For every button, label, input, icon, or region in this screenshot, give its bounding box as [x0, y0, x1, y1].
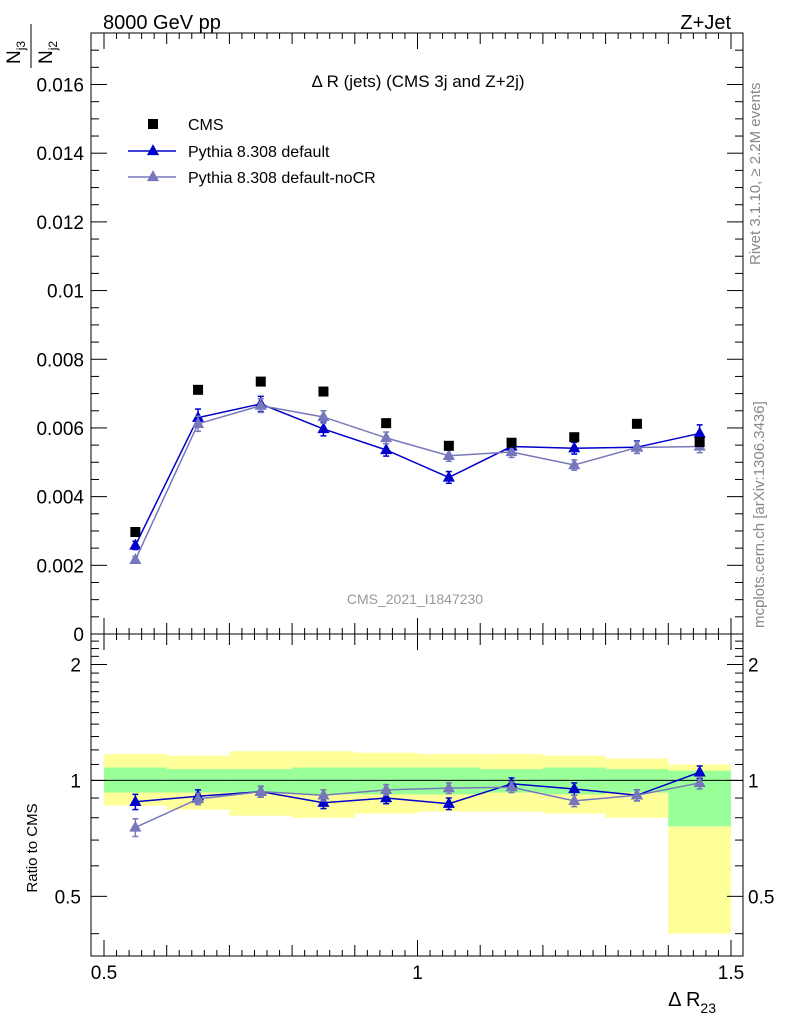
point-cms [443, 440, 454, 451]
svg-text:Nj2: Nj2 [36, 41, 60, 64]
ylabel-numerator-sub: j3 [14, 41, 28, 52]
point-pythia-8-308-default [442, 470, 455, 482]
data-marks [129, 376, 706, 838]
line-pythia-8-308-default [134, 403, 700, 546]
watermark: CMS_2021_I1847230 [347, 591, 483, 607]
ratio-point-pythia-8-308-default [442, 796, 455, 808]
legend-label-pythia-8-308-default: Pythia 8.308 default [188, 144, 330, 161]
y-tick-label: 0.002 [36, 556, 84, 577]
ratio-point-pythia-8-308-default-nocr [630, 788, 643, 800]
ratio-point-pythia-8-308-default [129, 794, 142, 806]
line-pythia-8-308-default-nocr [134, 404, 700, 561]
chart-title: Δ R (jets) (CMS 3j and Z+2j) [311, 72, 524, 91]
y-tick-label: 0.016 [36, 76, 84, 97]
ratio-y-axis-label: Ratio to CMS [24, 803, 41, 892]
point-cms [193, 384, 204, 395]
rivet-label: Rivet 3.1.10, ≥ 2.2M events [747, 83, 764, 266]
point-cms [631, 418, 642, 429]
tick-labels: 0.5 1 1.5 0 0.002 0.004 0.006 0.008 0.01 0.012 0.0… [36, 76, 774, 984]
mcplots-label: mcplots.cern.ch [arXiv:1306.3436] [751, 401, 768, 628]
ratio-point-pythia-8-308-default-nocr [192, 792, 205, 804]
ratio-point-pythia-8-308-default-nocr [568, 794, 581, 806]
ratio-point-pythia-8-308-default-nocr [442, 781, 455, 793]
ratio-point-pythia-8-308-default [568, 782, 581, 794]
x-tick-label: 1 [412, 963, 423, 984]
y-tick-label: 0.004 [36, 488, 84, 509]
ratio-bands [91, 751, 743, 934]
point-cms [506, 437, 517, 448]
ratio-tick-label-right: 0.5 [748, 887, 774, 908]
y-tick-label: 0.01 [47, 282, 84, 303]
y-axis-label: Nj3 Nj2 [4, 24, 60, 68]
point-cms [381, 418, 392, 429]
ylabel-denominator-sub: j2 [46, 41, 60, 52]
ratio-tick-label-right: 2 [748, 655, 759, 676]
ratio-point-pythia-8-308-default-nocr [505, 780, 518, 792]
point-cms [569, 432, 580, 443]
point-pythia-8-308-default-nocr [317, 410, 330, 422]
point-pythia-8-308-default [693, 426, 706, 438]
ratio-point-pythia-8-308-default-nocr [693, 776, 706, 788]
axis-ticks [91, 32, 743, 956]
point-pythia-8-308-default-nocr [442, 448, 455, 460]
point-cms [318, 386, 329, 397]
header-left: 8000 GeV pp [103, 12, 221, 34]
legend-marker-pythia-8-308-default [146, 144, 160, 156]
ylabel-denominator: N [36, 50, 57, 64]
y-tick-label: 0.006 [36, 419, 84, 440]
legend-label-cms: CMS [188, 117, 224, 134]
point-pythia-8-308-default-nocr [192, 417, 205, 429]
point-pythia-8-308-default-nocr [380, 431, 393, 443]
legend-marker-pythia-8-308-default-nocr [146, 170, 160, 182]
ratio-line-pythia-8-308-default-nocr [135, 782, 700, 829]
point-pythia-8-308-default-nocr [630, 440, 643, 452]
ratio-point-pythia-8-308-default [380, 791, 393, 803]
legend-marker-cms [148, 119, 158, 129]
x-tick-label: 0.5 [91, 963, 117, 984]
legend-label-pythia-8-308-default-nocr: Pythia 8.308 default-noCR [188, 170, 376, 187]
ratio-point-pythia-8-308-default-nocr [254, 784, 267, 796]
point-pythia-8-308-default [129, 538, 142, 550]
point-pythia-8-308-default [380, 443, 393, 455]
ratio-tick-label-left: 2 [70, 655, 81, 676]
ratio-point-pythia-8-308-default [693, 765, 706, 777]
point-pythia-8-308-default-nocr [254, 398, 267, 410]
point-cms [694, 437, 705, 448]
point-cms [130, 527, 141, 538]
point-pythia-8-308-default [568, 441, 581, 453]
ratio-point-pythia-8-308-default-nocr [380, 783, 393, 795]
point-pythia-8-308-default-nocr [129, 552, 142, 564]
legend: CMS Pythia 8.308 default Pythia 8.308 defa… [128, 117, 376, 187]
svg-text:Nj3: Nj3 [4, 41, 28, 64]
y-tick-label: 0.014 [36, 144, 84, 165]
ratio-tick-label-left: 0.5 [55, 887, 81, 908]
point-pythia-8-308-default [317, 422, 330, 434]
ratio-point-pythia-8-308-default-nocr [129, 820, 142, 832]
x-axis-label-sub: 23 [700, 1000, 716, 1016]
ylabel-numerator: N [4, 50, 25, 64]
ratio-tick-label-right: 1 [748, 771, 759, 792]
ratio-point-pythia-8-308-default-nocr [317, 788, 330, 800]
point-pythia-8-308-default-nocr [568, 458, 581, 470]
y-tick-label: 0.012 [36, 213, 84, 234]
ratio-line-pythia-8-308-default [135, 771, 700, 805]
point-pythia-8-308-default-nocr [505, 445, 518, 457]
point-cms [255, 376, 266, 387]
ratio-tick-label-left: 1 [70, 771, 81, 792]
y-tick-label: 0.008 [36, 350, 84, 371]
x-tick-label: 1.5 [718, 963, 744, 984]
y-tick-label: 0 [73, 625, 84, 646]
header-right: Z+Jet [680, 12, 731, 34]
x-axis-label: Δ R23 [668, 989, 716, 1016]
